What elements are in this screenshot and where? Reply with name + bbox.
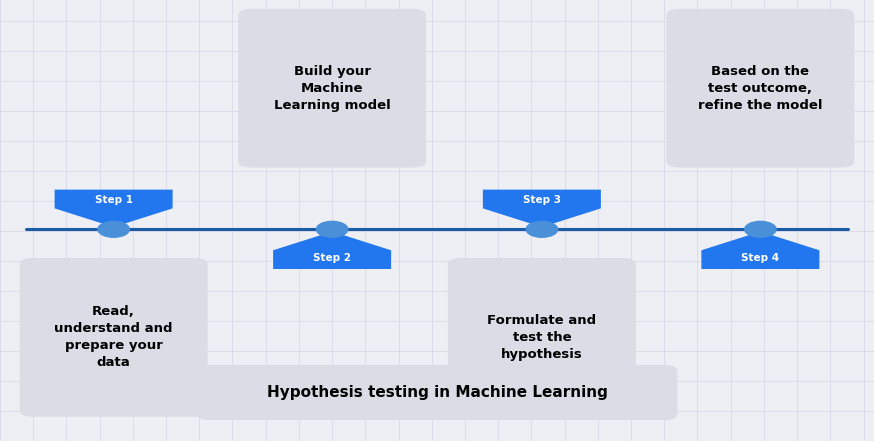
FancyBboxPatch shape bbox=[238, 9, 426, 168]
Circle shape bbox=[316, 221, 348, 237]
Text: Formulate and
test the
hypothesis: Formulate and test the hypothesis bbox=[488, 314, 596, 361]
FancyBboxPatch shape bbox=[197, 365, 677, 420]
FancyBboxPatch shape bbox=[20, 258, 208, 417]
Circle shape bbox=[745, 221, 776, 237]
Polygon shape bbox=[482, 190, 601, 227]
Polygon shape bbox=[54, 190, 173, 227]
Text: Build your
Machine
Learning model: Build your Machine Learning model bbox=[274, 65, 391, 112]
FancyBboxPatch shape bbox=[666, 9, 854, 168]
Circle shape bbox=[98, 221, 129, 237]
FancyBboxPatch shape bbox=[447, 258, 635, 417]
Text: Based on the
test outcome,
refine the model: Based on the test outcome, refine the mo… bbox=[698, 65, 822, 112]
Text: Hypothesis testing in Machine Learning: Hypothesis testing in Machine Learning bbox=[267, 385, 607, 400]
Polygon shape bbox=[273, 232, 392, 269]
Polygon shape bbox=[701, 232, 820, 269]
Text: Read,
understand and
prepare your
data: Read, understand and prepare your data bbox=[54, 305, 173, 370]
Text: Step 4: Step 4 bbox=[741, 253, 780, 263]
Circle shape bbox=[526, 221, 558, 237]
Text: Step 2: Step 2 bbox=[313, 253, 351, 263]
Text: Step 3: Step 3 bbox=[523, 195, 561, 205]
Text: Step 1: Step 1 bbox=[94, 195, 133, 205]
